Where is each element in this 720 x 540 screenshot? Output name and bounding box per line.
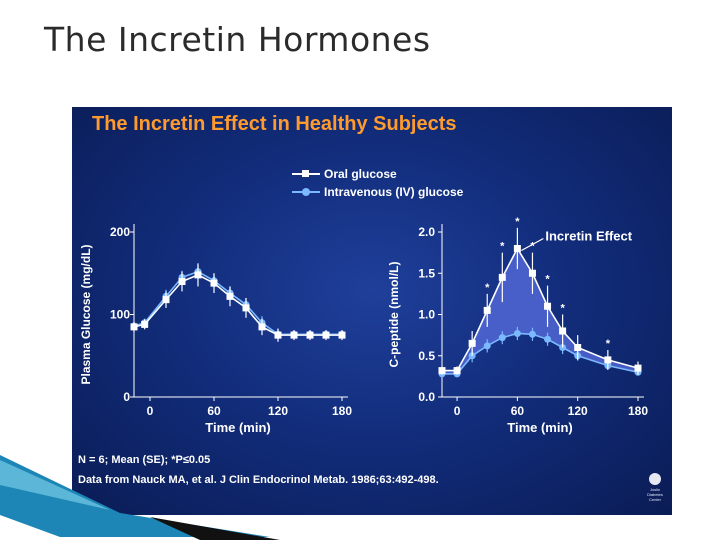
- legend-label: Intravenous (IV) glucose: [324, 185, 464, 199]
- oral-data-point: [322, 331, 330, 339]
- oral-data-point: [226, 292, 234, 300]
- x-tick-label: 120: [568, 404, 588, 418]
- significance-marker: *: [485, 282, 490, 294]
- y-axis-label: C-peptide (nmol/L): [387, 262, 401, 368]
- y-axis-label: Plasma Glucose (mg/dL): [79, 244, 93, 384]
- oral-series-line: [133, 274, 342, 336]
- square-marker-icon: [292, 167, 320, 181]
- charts-svg: 0 100 200 0 60 120 180 Time (min) Plasma Glucose…: [79, 216, 648, 435]
- chart-panel: The Incretin Effect in Healthy Subjects …: [72, 107, 672, 515]
- oral-data-point: [242, 304, 250, 312]
- y-tick-label: 1.0: [418, 308, 435, 322]
- legend: Oral glucose Intravenous (IV) glucose: [292, 165, 463, 201]
- oral-data-point: [604, 356, 612, 364]
- x-tick-label: 120: [268, 404, 288, 418]
- x-tick-label: 60: [511, 404, 525, 418]
- y-tick-label: 0: [123, 390, 130, 404]
- incretin-effect-area: [442, 248, 638, 374]
- y-tick-label: 1.5: [418, 266, 435, 280]
- oral-data-point: [178, 278, 186, 285]
- logo-text: Joslin: [649, 487, 661, 492]
- significance-marker: *: [530, 241, 535, 253]
- x-tick-label: 180: [332, 404, 352, 418]
- oral-data-point: [544, 302, 552, 310]
- oral-data-point: [290, 331, 298, 339]
- joslin-logo: Joslin Diabetes Center: [644, 473, 666, 509]
- legend-item-oral: Oral glucose: [292, 165, 463, 183]
- citation: Data from Nauck MA, et al. J Clin Endocr…: [78, 474, 439, 486]
- oral-data-point: [634, 364, 642, 372]
- decorative-swoosh: [0, 455, 280, 540]
- oral-data-point: [338, 331, 346, 339]
- iv-data-point: [498, 334, 506, 342]
- oral-data-point: [528, 269, 536, 277]
- oral-data-point: [141, 320, 149, 328]
- x-axis-label: Time (min): [507, 420, 573, 435]
- iv-data-point: [513, 329, 521, 337]
- oral-data-point: [210, 279, 218, 287]
- logo-text: Center: [648, 497, 661, 502]
- significance-marker: *: [515, 216, 520, 228]
- oral-data-point: [559, 327, 567, 335]
- x-tick-label: 180: [628, 404, 648, 418]
- oral-data-point: [194, 271, 202, 279]
- iv-data-point: [528, 330, 536, 338]
- slide-title: The Incretin Hormones: [44, 20, 431, 59]
- oral-data-point: [438, 367, 446, 375]
- y-tick-label: 100: [110, 308, 130, 322]
- circle-marker-icon: [292, 185, 320, 199]
- oral-data-point: [468, 339, 476, 347]
- oral-data-point: [574, 344, 582, 351]
- logo-emblem-icon: [649, 473, 661, 485]
- oral-series-line: [442, 246, 639, 372]
- footer-stats: N = 6; Mean (SE); *P≤0.05: [78, 454, 211, 466]
- iv-series-line: [442, 332, 639, 375]
- significance-marker: *: [545, 274, 550, 286]
- oral-data-point: [274, 331, 282, 339]
- oral-data-point: [498, 273, 506, 281]
- iv-data-point: [544, 335, 552, 343]
- y-tick-label: 0.5: [418, 349, 435, 363]
- legend-label: Oral glucose: [324, 167, 397, 181]
- annotation-label: Incretin Effect: [545, 229, 632, 244]
- legend-item-iv: Intravenous (IV) glucose: [292, 183, 463, 201]
- y-tick-label: 200: [110, 225, 130, 239]
- oral-data-point: [162, 296, 170, 304]
- x-tick-label: 0: [147, 404, 154, 418]
- significance-marker: *: [560, 303, 565, 315]
- significance-marker: *: [500, 241, 505, 253]
- logo-text: Diabetes: [647, 492, 663, 497]
- x-axis-label: Time (min): [205, 420, 271, 435]
- oral-data-point: [258, 323, 266, 331]
- y-tick-label: 2.0: [418, 225, 435, 239]
- x-tick-label: 0: [454, 404, 461, 418]
- y-tick-label: 0.0: [418, 390, 435, 404]
- oral-data-point: [453, 367, 461, 375]
- oral-data-point: [513, 245, 521, 252]
- significance-marker: *: [606, 338, 611, 350]
- x-tick-label: 60: [207, 404, 221, 418]
- annotation-arrow: [521, 237, 544, 252]
- panel-title: The Incretin Effect in Healthy Subjects: [92, 113, 457, 135]
- oral-data-point: [483, 306, 491, 314]
- iv-data-point: [483, 342, 491, 350]
- oral-data-point: [306, 331, 314, 339]
- oral-data-point: [130, 323, 138, 331]
